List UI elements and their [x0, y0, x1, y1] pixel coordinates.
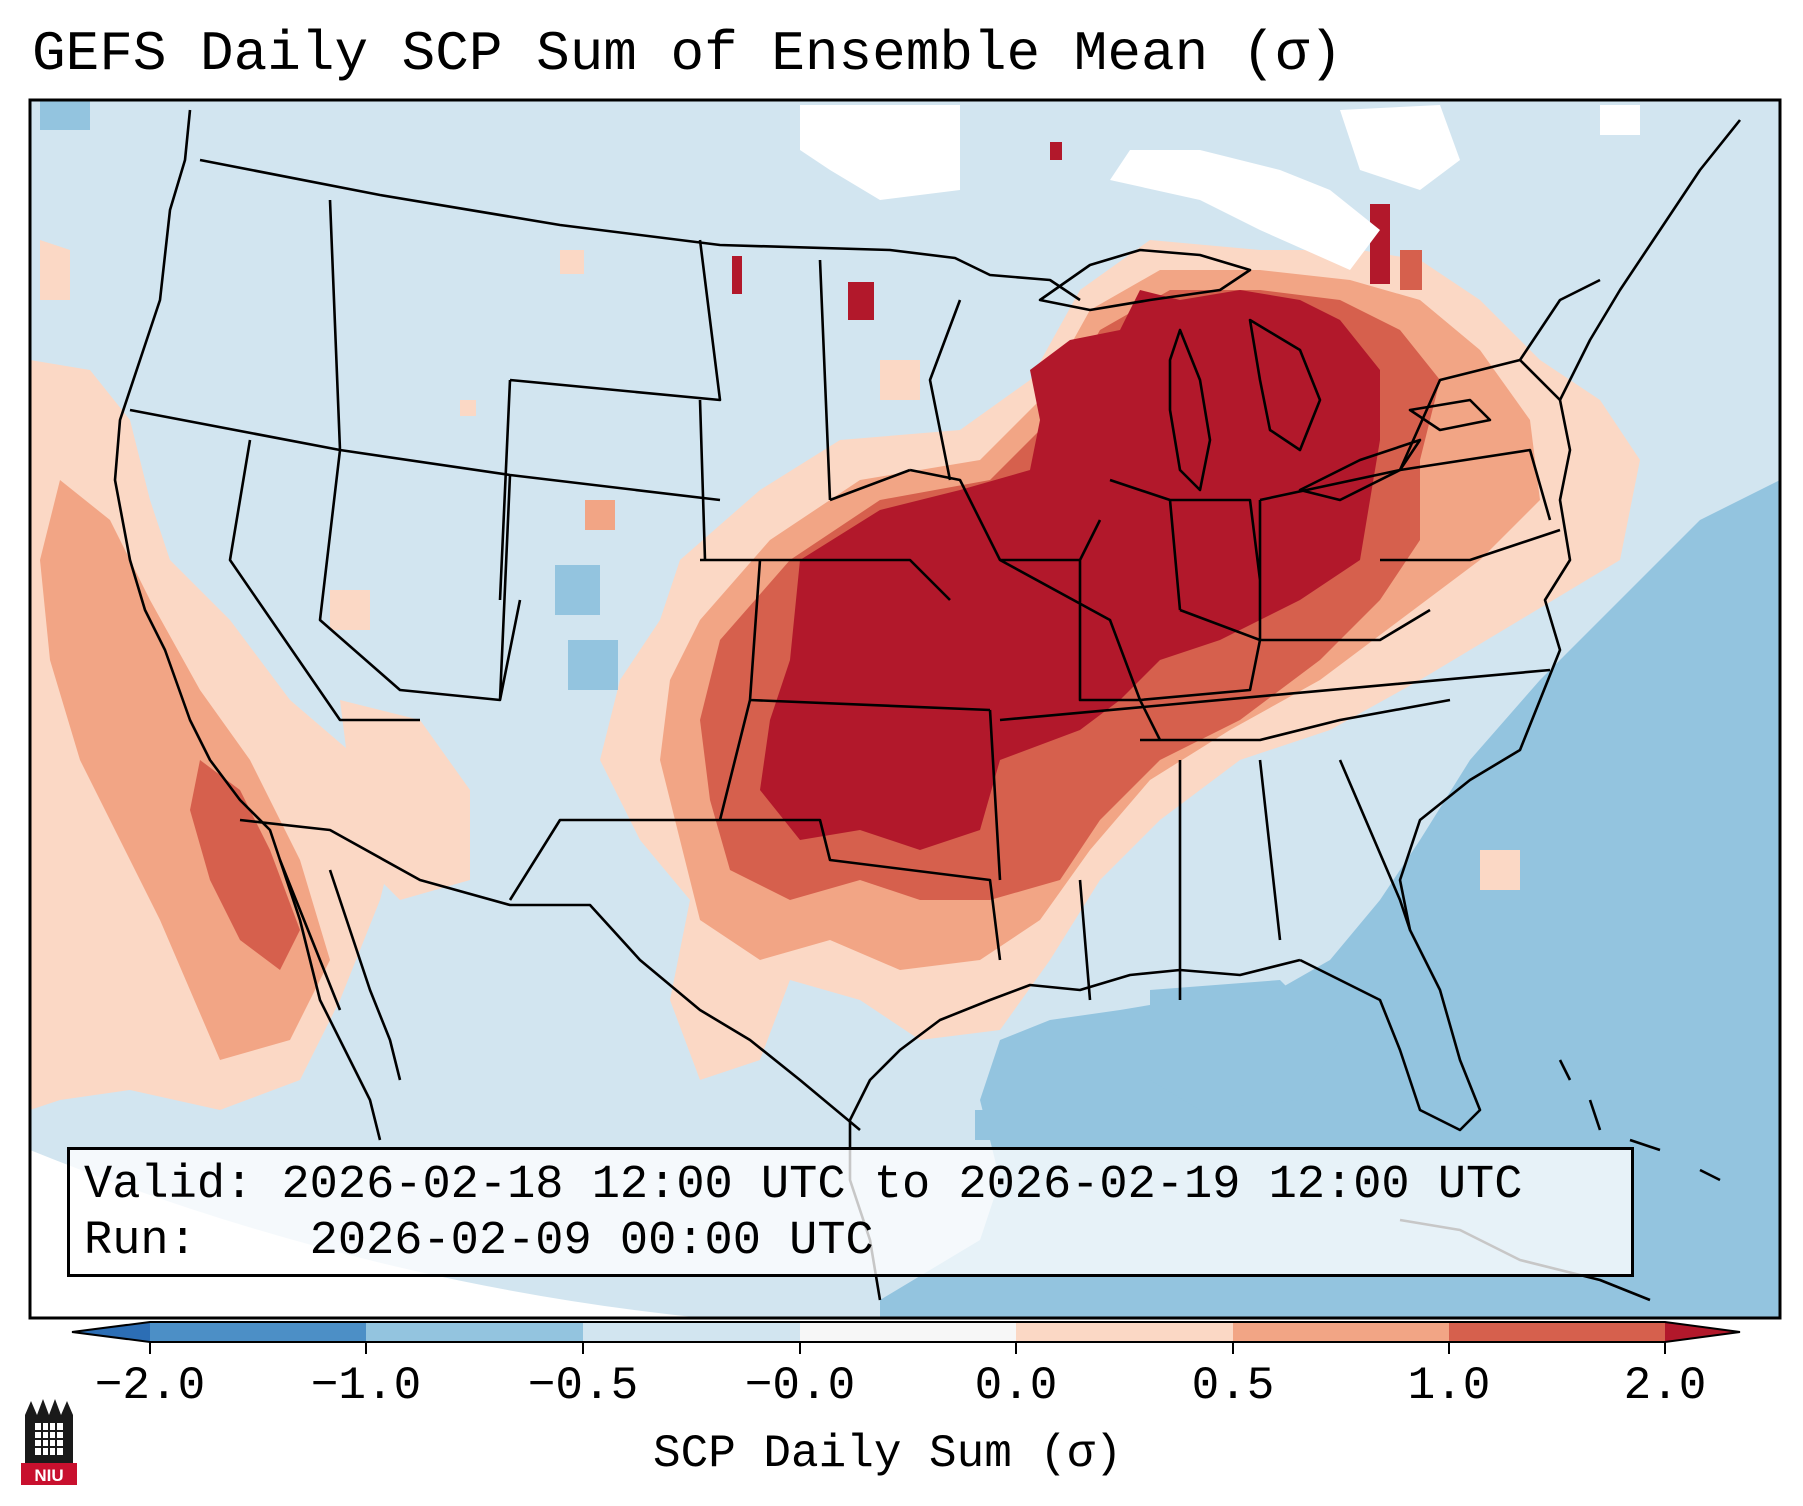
- colorbar-label: SCP Daily Sum (σ): [653, 1428, 1123, 1480]
- gulf-negative-anomaly: [1150, 980, 1340, 1110]
- state-lines: [129, 199, 1601, 1001]
- colorbar-bin: [1016, 1322, 1233, 1342]
- colorbar-bin: [800, 1322, 1016, 1342]
- colorbar-tick-label: 0.0: [974, 1360, 1058, 1412]
- valid-value: 2026-02-18 12:00 UTC to 2026-02-19 12:00…: [281, 1159, 1523, 1212]
- central-core-extreme: [760, 290, 1380, 850]
- lake-michigan: [1168, 328, 1212, 492]
- run-value: 2026-02-09 00:00 UTC: [309, 1215, 874, 1268]
- validity-info-box: Valid: 2026-02-18 12:00 UTC to 2026-02-1…: [67, 1147, 1634, 1277]
- colorbar-tick-label: −0.0: [744, 1360, 856, 1412]
- colorbar-tick-label: −2.0: [94, 1360, 206, 1412]
- lake-huron: [1248, 318, 1322, 452]
- colorbar-extend-high: [1665, 1322, 1740, 1342]
- niu-logo-icon: NIU: [21, 1399, 77, 1485]
- map-frame: [28, 98, 1782, 1320]
- canada-neutral: [800, 105, 960, 200]
- run-label: Run:: [84, 1215, 197, 1268]
- colorbar-tick-label: 1.0: [1407, 1360, 1491, 1412]
- logo-text: NIU: [34, 1466, 63, 1485]
- map-title: GEFS Daily SCP Sum of Ensemble Mean (σ): [32, 22, 1343, 86]
- colorbar-bin: [1449, 1322, 1665, 1342]
- colorbar-tick-label: −1.0: [310, 1360, 422, 1412]
- southwest-positive: [340, 700, 470, 900]
- colorbar-tick-label: −0.5: [527, 1360, 639, 1412]
- colorbar: [71, 1321, 1741, 1354]
- lake-superior: [1038, 248, 1252, 312]
- colorbar-extend-low: [72, 1322, 150, 1342]
- colorbar-tick-label: 2.0: [1623, 1360, 1707, 1412]
- lake-ontario: [1408, 398, 1492, 432]
- lake-erie: [1298, 438, 1422, 502]
- baja-coast: [278, 859, 402, 1141]
- colorbar-bin: [366, 1322, 583, 1342]
- ocean-negative-anomaly: [880, 480, 1780, 1318]
- colorbar-bin: [583, 1322, 800, 1342]
- canada-us-border: [199, 158, 1081, 302]
- valid-label: Valid:: [84, 1159, 254, 1212]
- mexico-border: [239, 818, 861, 1131]
- colorbar-tick-label: 0.5: [1191, 1360, 1275, 1412]
- colorbar-bin: [1233, 1322, 1449, 1342]
- bahamas: [1558, 1059, 1721, 1182]
- colorbar-bin: [150, 1322, 366, 1342]
- atlantic-coastline: [1299, 119, 1742, 1132]
